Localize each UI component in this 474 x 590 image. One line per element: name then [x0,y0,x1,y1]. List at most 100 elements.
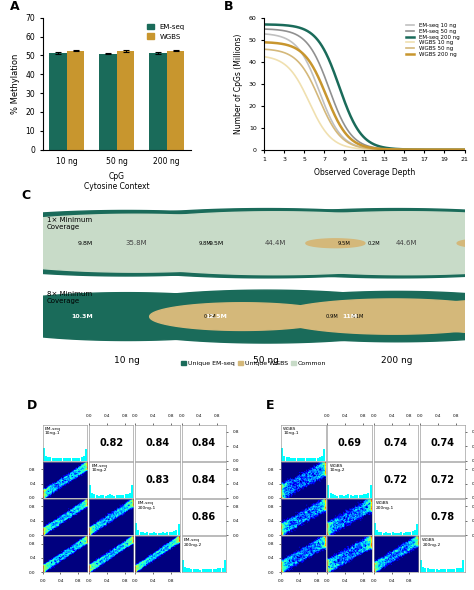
Text: WGBS
200ng-2: WGBS 200ng-2 [422,538,440,547]
Bar [215,569,217,572]
Bar [454,569,456,572]
Text: EM-seq
10ng-1: EM-seq 10ng-1 [45,427,61,435]
Text: A: A [10,0,19,13]
Text: 0.84: 0.84 [146,438,170,448]
Bar [358,495,361,498]
Polygon shape [306,239,365,248]
Bar [354,495,356,498]
Bar [458,568,460,572]
EM-seq 200 ng [462,146,467,153]
Line: WGBS 10 ng: WGBS 10 ng [264,57,465,150]
Bar [312,458,314,461]
WGBS 50 ng [341,136,346,143]
Bar [405,532,407,535]
Bar [323,449,325,461]
Bar [411,532,413,535]
Bar [54,458,56,461]
Polygon shape [89,290,444,343]
Bar [319,457,321,461]
Text: 1× Minimum
Coverage: 1× Minimum Coverage [47,217,92,230]
WGBS 10 ng [406,146,411,153]
Line: EM-seq 50 ng: EM-seq 50 ng [264,29,465,150]
Bar [380,532,383,535]
Text: EM-seq
200ng-2: EM-seq 200ng-2 [184,538,202,547]
Text: 0.82: 0.82 [99,438,123,448]
Bar [283,456,285,461]
WGBS 10 ng [462,146,467,153]
Polygon shape [0,214,330,272]
Bar [370,486,372,498]
Text: 44.4M: 44.4M [265,240,286,246]
EM-seq 10 ng [341,135,346,142]
Bar [197,569,199,572]
Bar [182,560,183,572]
Text: 9.8M: 9.8M [78,241,93,245]
Bar [347,494,349,498]
Bar [125,494,127,498]
WGBS 10 ng [341,142,346,149]
Bar [329,493,332,498]
Bar [160,533,162,535]
Bar [142,532,144,535]
Bar [81,457,82,461]
Line: EM-seq 200 ng: EM-seq 200 ng [264,24,465,150]
Bar [299,458,301,461]
Bar [363,494,365,498]
Bar [52,458,54,461]
Text: 11M: 11M [342,314,357,319]
WGBS 200 ng [327,100,332,107]
Bar [49,457,51,461]
Bar [129,493,131,498]
Bar [429,569,431,572]
WGBS 10 ng [261,53,267,60]
Text: 0.7M: 0.7M [204,314,217,319]
EM-seq 50 ng [341,120,346,127]
Bar [310,458,312,461]
Text: 0.9M: 0.9M [326,314,339,319]
Bar [433,569,435,572]
EM-seq 50 ng [327,86,332,93]
Bar [222,568,224,572]
Bar [436,569,438,572]
WGBS 10 ng [327,133,332,140]
WGBS 50 ng [261,45,267,53]
Text: 10.3M: 10.3M [71,314,93,319]
Bar [445,569,447,572]
WGBS 200 ng [462,146,467,153]
Bar [43,448,45,461]
Text: 35.8M: 35.8M [125,240,146,246]
Bar [61,458,63,461]
Bar [422,567,424,572]
Text: D: D [27,399,37,412]
Bar [292,458,294,461]
Bar [378,532,380,535]
Text: 0.84: 0.84 [192,438,216,448]
Text: 0.74: 0.74 [430,438,454,448]
Bar [383,533,384,535]
Bar [167,51,184,150]
WGBS 50 ng [406,146,411,153]
Bar [153,532,155,535]
Text: 0.74: 0.74 [384,438,408,448]
Polygon shape [165,209,474,278]
Bar [208,569,210,572]
Y-axis label: % Methylation: % Methylation [11,54,20,114]
Polygon shape [34,209,474,278]
Bar [186,568,188,572]
WGBS 200 ng [406,146,411,153]
Bar [127,494,129,498]
Bar [414,530,416,535]
Bar [361,496,363,498]
Line: EM-seq 10 ng: EM-seq 10 ng [264,34,465,150]
Text: 200 ng: 200 ng [381,356,413,365]
Text: EM-seq
10ng-2: EM-seq 10ng-2 [91,464,107,473]
Line: WGBS 50 ng: WGBS 50 ng [264,49,465,150]
Text: 0.72: 0.72 [430,475,454,485]
Bar [328,486,329,498]
Bar [85,449,87,461]
Bar [67,458,69,461]
Bar [394,533,396,535]
EM-seq 50 ng [285,28,291,35]
Text: 0.72: 0.72 [384,475,408,485]
WGBS 50 ng [462,146,467,153]
